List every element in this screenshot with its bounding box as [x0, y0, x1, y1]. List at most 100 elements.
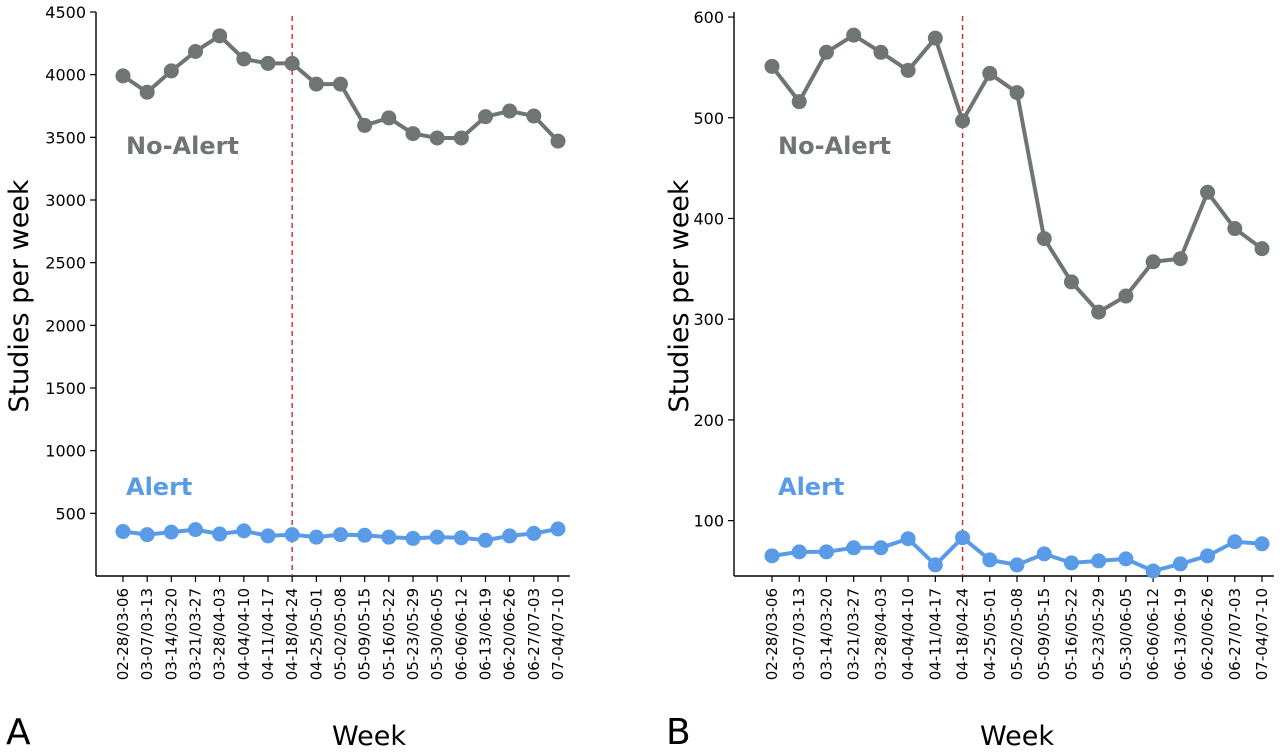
y-tick-label: 100 [693, 512, 724, 531]
data-point [1063, 274, 1079, 290]
y-tick-label: 500 [55, 504, 86, 523]
data-point [333, 527, 348, 543]
data-point [405, 126, 421, 142]
x-tick-label: 03-07/03-13 [790, 588, 808, 680]
x-tick-label: 07-04/07-10 [549, 588, 567, 680]
x-tick-label: 06-06/06-12 [1144, 588, 1162, 680]
data-point [260, 528, 276, 544]
data-point [429, 529, 445, 545]
data-point [405, 530, 421, 546]
data-point [284, 55, 300, 71]
data-point [846, 540, 862, 556]
y-tick-label: 2000 [45, 316, 86, 335]
x-tick-label: 04-04/04-10 [899, 588, 917, 680]
x-tick-label: 05-02/05-08 [332, 588, 350, 680]
y-tick-label: 600 [693, 8, 724, 27]
data-point [900, 531, 916, 547]
data-point [139, 84, 155, 100]
data-point [846, 27, 862, 43]
data-point [1118, 288, 1134, 304]
x-axis-title: Week [980, 721, 1054, 752]
x-tick-label: 04-18/04-24 [283, 588, 301, 680]
x-tick-label: 03-28/04-03 [872, 588, 890, 680]
x-tick-label: 02-28/03-06 [763, 588, 781, 680]
y-tick-label: 500 [693, 109, 724, 128]
data-point [1227, 534, 1243, 550]
data-point [429, 130, 445, 146]
data-point [1091, 553, 1107, 569]
series-line [770, 33, 1264, 315]
y-tick-label: 200 [693, 411, 724, 430]
data-point [550, 521, 566, 537]
data-point [502, 528, 518, 544]
series-label: Alert [126, 473, 192, 501]
data-point [873, 44, 889, 60]
data-point [1254, 536, 1270, 552]
x-tick-label: 05-16/05-22 [1062, 588, 1080, 680]
data-point [1227, 221, 1243, 237]
x-tick-label: 04-25/05-01 [307, 588, 325, 680]
panel-a-chart: 500 1000 1500 2000 2500 3000 3500 4000 4500 02-28… [4, 3, 570, 752]
data-point [955, 113, 971, 129]
data-point [357, 527, 373, 543]
y-tick-label: 2500 [45, 254, 86, 273]
data-point [1254, 241, 1270, 257]
data-point [212, 526, 228, 542]
y-axis-title: Studies per week [4, 179, 35, 412]
x-tick-label: 03-21/03-27 [845, 588, 863, 680]
x-tick-label: 05-09/05-15 [356, 588, 374, 680]
series-no-alert [764, 27, 1270, 320]
data-point [1036, 546, 1052, 562]
x-tick-label: 06-27/07-03 [1226, 588, 1244, 680]
data-point [955, 530, 971, 546]
data-point [115, 524, 131, 540]
x-tick-label: 06-13/06-19 [1171, 588, 1189, 680]
data-point [982, 552, 998, 568]
data-point [764, 548, 780, 564]
data-point [764, 58, 780, 74]
x-tick-label: 02-28/03-06 [114, 588, 132, 680]
panel-b-chart: 100 200 300 400 500 600 02-28/03-06 03-07/03-13… [664, 8, 1274, 752]
series-label: Alert [778, 473, 844, 501]
data-point [1009, 557, 1025, 573]
y-tick-label: 3000 [45, 191, 86, 210]
x-tick-label: 07-04/07-10 [1253, 588, 1271, 680]
data-point [1063, 555, 1079, 571]
data-point [1145, 563, 1161, 579]
y-tick-label: 4000 [45, 66, 86, 85]
data-point [1172, 251, 1188, 267]
x-tick-label: 03-07/03-13 [138, 588, 156, 680]
x-tick-label: 06-27/07-03 [525, 588, 543, 680]
data-point [212, 28, 228, 44]
data-point [1200, 548, 1216, 564]
x-tick-label: 05-09/05-15 [1035, 588, 1053, 680]
panel-letter: B [666, 712, 691, 752]
data-point [284, 527, 300, 543]
data-point [478, 532, 493, 548]
y-tick-label: 300 [693, 310, 724, 329]
data-point [381, 110, 397, 126]
data-point [139, 527, 155, 543]
data-point [308, 529, 324, 545]
data-point [1009, 85, 1025, 101]
x-tick-label: 06-20/06-26 [501, 588, 519, 680]
data-point [236, 523, 252, 539]
y-tick-label: 3500 [45, 128, 86, 147]
data-point [1145, 254, 1161, 270]
data-point [453, 530, 469, 546]
series-alert [115, 521, 566, 548]
data-point [1200, 184, 1216, 200]
data-point [260, 55, 276, 71]
y-tick-label: 1500 [45, 379, 86, 398]
data-point [900, 62, 916, 78]
data-point [791, 94, 807, 110]
data-point [308, 76, 324, 92]
x-tick-label: 05-23/05-29 [1090, 588, 1108, 680]
series-no-alert [115, 28, 566, 149]
x-tick-label: 05-30/06-05 [1117, 588, 1135, 680]
y-tick-label: 1000 [45, 442, 86, 461]
data-point [381, 529, 397, 545]
x-tick-label: 06-06/06-12 [452, 588, 470, 680]
y-axis-title: Studies per week [664, 179, 695, 412]
y-tick-label: 400 [693, 209, 724, 228]
